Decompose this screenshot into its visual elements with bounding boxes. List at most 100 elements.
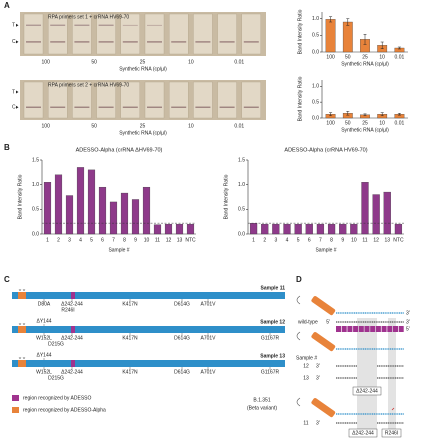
mutation-label: W152L xyxy=(36,335,52,341)
y-tick-label: 0.5 xyxy=(312,99,319,105)
panel-label: D xyxy=(296,275,302,284)
y-tick-label: 1.5 xyxy=(32,157,39,163)
end-label: 5' xyxy=(326,319,330,325)
adesso-block xyxy=(381,326,387,332)
alpha-region xyxy=(18,326,26,333)
sample-id: 12 xyxy=(303,363,309,369)
end-label: 5' xyxy=(406,326,410,332)
x-tick-label: 12 xyxy=(166,237,172,243)
bar xyxy=(249,222,258,235)
y-tick-label: 0.5 xyxy=(32,207,39,213)
strip xyxy=(120,13,141,55)
bar xyxy=(87,169,96,235)
x-tick-label: 0.01 xyxy=(395,54,405,60)
mutation-box xyxy=(381,428,402,438)
bar xyxy=(383,191,391,235)
adesso-block xyxy=(347,326,353,332)
strip xyxy=(72,13,92,55)
crrna-stem xyxy=(296,331,301,341)
crrna xyxy=(311,296,336,316)
deletion-marks xyxy=(18,322,26,326)
mutation-label: K417N xyxy=(122,301,138,307)
x-tick-label: 4 xyxy=(79,237,82,243)
mutation-label: G1167R xyxy=(261,369,280,375)
strip xyxy=(144,13,165,55)
x-axis-label: Synthetic RNA (cp/µl) xyxy=(119,66,167,72)
x-tick-label: 13 xyxy=(177,237,183,243)
strip xyxy=(23,81,44,119)
x-tick-label: 2 xyxy=(57,237,60,243)
error-bar xyxy=(329,16,333,23)
deletion-label: Δ242-244 xyxy=(352,430,374,436)
bar xyxy=(305,223,313,235)
bar xyxy=(120,192,129,235)
error-bar xyxy=(397,46,401,50)
lineage-note: (Beta variant) xyxy=(247,405,277,411)
concentration-label: 10 xyxy=(188,123,194,129)
line-label: T xyxy=(12,23,15,29)
y-tick-label: 0.0 xyxy=(312,115,319,121)
bar xyxy=(342,21,353,53)
x-tick-label: 7 xyxy=(112,237,115,243)
chart-title: ADESSO-Alpha (crRNA HV69-70) xyxy=(284,147,367,153)
y-tick-label: 0.5 xyxy=(312,33,319,39)
y-tick-label: 1.5 xyxy=(238,157,245,163)
adesso-block xyxy=(370,326,376,332)
sample-name: Sample 12 xyxy=(260,319,285,325)
mutation-label: A701V xyxy=(200,301,216,307)
x-tick-label: 100 xyxy=(326,54,335,60)
lineage: B.1.351 xyxy=(253,397,270,403)
concentration-label: 0.01 xyxy=(234,123,244,129)
error-bar xyxy=(363,113,367,117)
adesso-block xyxy=(393,326,398,332)
mutation-label: G1167R xyxy=(261,335,280,341)
deletion-marks xyxy=(18,356,26,360)
bar xyxy=(316,223,325,235)
legend-label: region recognized by ADESSO xyxy=(23,395,91,401)
sample-header: Sample # xyxy=(296,355,317,361)
x-tick-label: 25 xyxy=(362,54,368,60)
bar xyxy=(261,223,269,235)
x-tick-label: 1 xyxy=(46,237,49,243)
arrow xyxy=(16,90,19,109)
chart-title: ADESSO-Alpha (crRNA ΔHV69-70) xyxy=(76,147,163,153)
bar xyxy=(294,223,302,235)
x-tick-label: 4 xyxy=(286,237,289,243)
strip xyxy=(193,81,213,119)
adesso-block xyxy=(341,326,347,332)
bar xyxy=(43,182,52,235)
crrna-stem xyxy=(296,397,301,407)
bar xyxy=(54,174,63,235)
concentration-label: 100 xyxy=(42,59,51,65)
bar xyxy=(153,224,162,235)
end-label: 3' xyxy=(406,319,410,325)
x-tick-label: 11 xyxy=(362,237,367,243)
x-tick-label: 3 xyxy=(68,237,71,243)
arrow xyxy=(16,23,19,44)
x-tick-label: 50 xyxy=(345,54,351,60)
y-tick-label: 0.5 xyxy=(238,207,245,213)
error-bar xyxy=(397,113,401,116)
mutation-label: D215G xyxy=(48,375,64,381)
end-label: 3' xyxy=(316,420,320,426)
x-tick-label: 0.01 xyxy=(395,120,405,126)
strip xyxy=(144,81,165,119)
alpha-region xyxy=(18,360,26,367)
bar xyxy=(65,195,74,235)
strip xyxy=(193,13,213,55)
x-tick-label: 1 xyxy=(252,237,255,243)
bar xyxy=(327,223,336,235)
legend-label: region recognized by ADESSO-Alpha xyxy=(23,407,106,413)
y-axis-label: Band Intensity Ratio xyxy=(297,76,303,121)
adesso-block xyxy=(358,326,364,332)
strip xyxy=(120,81,141,119)
x-tick-label: 8 xyxy=(330,237,333,243)
mutation-label: D215G xyxy=(48,341,64,347)
y-tick-label: 1.0 xyxy=(238,182,245,188)
sample-id: 13 xyxy=(303,375,309,381)
x-tick-label: 10 xyxy=(379,120,385,126)
mutation-label: Δ242-244 xyxy=(61,369,83,375)
x-tick-label: 9 xyxy=(341,237,344,243)
strip xyxy=(168,13,189,55)
panel-label: A xyxy=(4,1,10,10)
